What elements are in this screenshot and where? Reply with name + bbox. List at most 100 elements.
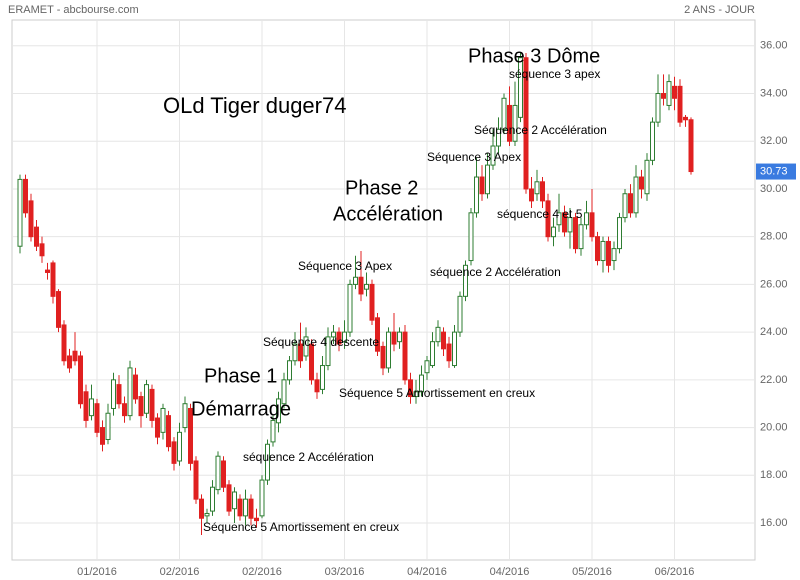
candle-body <box>545 200 551 238</box>
candle-body <box>309 343 314 381</box>
x-tick-label: 02/2016 <box>242 566 282 578</box>
annotation: Séquence 5 Amortissement en creux <box>203 520 399 534</box>
candle-body <box>298 343 303 362</box>
candle-body <box>259 479 265 517</box>
candle-body <box>672 85 677 99</box>
y-tick-label: 32.00 <box>760 135 788 147</box>
y-tick-label: 24.00 <box>760 326 788 338</box>
candle-body <box>111 379 116 409</box>
candle-body <box>39 243 45 257</box>
candle-body <box>474 176 479 214</box>
candle-body <box>188 407 193 464</box>
annotation: séquence 3 apex <box>509 67 600 81</box>
candle-body <box>463 264 468 297</box>
annotation: Séquence 4 descente <box>263 335 379 349</box>
x-tick-label: 04/2016 <box>407 566 447 578</box>
candle-body <box>199 498 204 519</box>
candle-body <box>424 360 430 374</box>
candle-body <box>204 512 210 517</box>
candle-body <box>457 295 463 333</box>
x-tick-label: 06/2016 <box>655 566 695 578</box>
candle-body <box>347 283 353 333</box>
annotation: Phase 2 <box>345 177 418 199</box>
candle-body <box>540 181 545 202</box>
candle-body <box>683 116 688 121</box>
last-price-label: 30.73 <box>760 165 788 177</box>
candle-body <box>23 178 28 214</box>
candle-body <box>45 269 50 273</box>
candle-body <box>226 484 232 512</box>
candle-body <box>578 224 584 250</box>
plot-frame <box>11 19 756 561</box>
candle-body <box>611 248 617 262</box>
candle-body <box>331 331 336 338</box>
candle-body <box>314 379 320 393</box>
candle-body <box>655 93 661 123</box>
candle-body <box>518 57 523 118</box>
candle-body <box>221 460 226 488</box>
y-tick-label: 34.00 <box>760 87 788 99</box>
candle-body <box>320 365 325 390</box>
grid <box>12 20 755 560</box>
annotation: Séquence 5 Amortissement en creux <box>339 386 535 400</box>
candle-body <box>287 360 292 381</box>
candle-body <box>270 419 276 443</box>
y-tick-label: 18.00 <box>760 469 788 481</box>
y-tick-label: 20.00 <box>760 421 788 433</box>
annotation: OLd Tiger duger74 <box>163 93 346 118</box>
candle-body <box>160 407 166 433</box>
candle-body <box>50 262 56 297</box>
candle-body <box>661 93 666 99</box>
candle-body <box>193 460 199 500</box>
candle-body <box>562 212 567 233</box>
annotation: Séquence 2 Accélération <box>474 123 607 137</box>
candle-body <box>397 331 402 343</box>
candle-body <box>452 331 457 367</box>
candle-body <box>133 374 138 400</box>
candle-body <box>386 331 391 369</box>
candle-body <box>94 403 100 433</box>
candle-body <box>375 317 380 352</box>
candle-body <box>155 417 160 438</box>
candle-body <box>567 217 573 233</box>
annotation: Séquence 3 Apex <box>427 150 521 164</box>
candle-body <box>402 331 408 381</box>
candle-body <box>149 388 155 421</box>
candle-body <box>435 326 441 343</box>
candle-body <box>166 415 171 448</box>
x-tick-label: 03/2016 <box>325 566 365 578</box>
candle-body <box>479 176 485 195</box>
y-tick-label: 28.00 <box>760 231 788 243</box>
source: ERAMET - abcbourse.com <box>8 4 139 16</box>
candle-body <box>507 104 512 142</box>
candle-body <box>17 178 23 247</box>
candle-body <box>633 176 639 214</box>
candle-body <box>72 350 78 362</box>
candle-body <box>600 240 606 262</box>
candle-body <box>380 345 386 369</box>
candle-body <box>243 498 248 517</box>
candle-body <box>177 431 182 462</box>
candle-body <box>67 355 72 369</box>
candle-body <box>595 236 600 262</box>
candle-body <box>105 412 111 441</box>
candle-body <box>122 403 127 417</box>
candle-body <box>523 57 529 190</box>
candle-body <box>276 398 281 424</box>
y-tick-label: 30.00 <box>760 183 788 195</box>
candle-body <box>144 384 149 414</box>
candle-body <box>364 283 369 290</box>
candle-body <box>551 226 556 238</box>
candle-body <box>138 396 144 417</box>
candle-body <box>342 331 347 343</box>
candle-body <box>446 343 452 362</box>
candle-body <box>496 128 501 147</box>
candle-body <box>265 443 270 481</box>
candle-body <box>490 145 496 166</box>
candle-body <box>353 276 358 285</box>
annotation: Séquence 3 Apex <box>298 259 392 273</box>
candle-body <box>529 188 534 202</box>
candle-body <box>210 486 215 512</box>
candle-body <box>232 491 237 510</box>
